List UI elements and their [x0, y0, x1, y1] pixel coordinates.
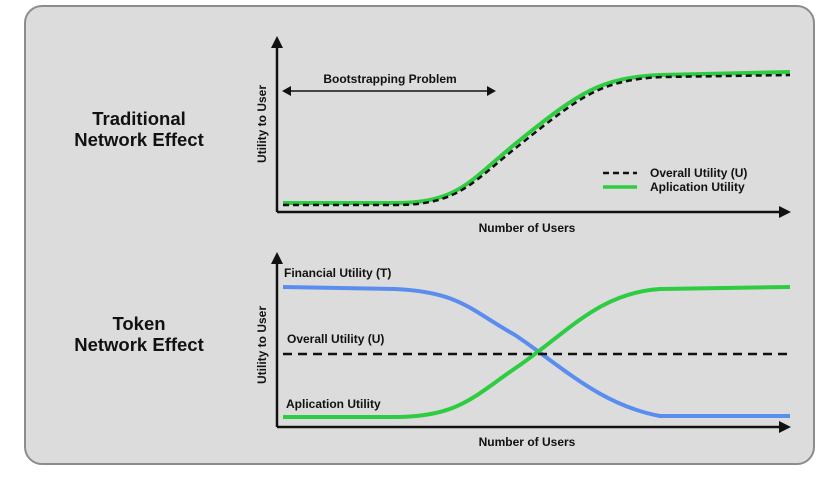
top-y-axis-arrow — [271, 36, 283, 48]
top-overall-utility-line — [283, 73, 791, 207]
application-utility-line — [283, 285, 791, 419]
traditional-network-effect-title: Traditional Network Effect — [29, 108, 249, 150]
bottom-x-axis-arrow — [779, 421, 791, 433]
bottom-y-axis-arrow — [271, 252, 283, 264]
top-legend: Overall Utility (U) Aplication Utility — [603, 166, 747, 194]
bootstrapping-label: Bootstrapping Problem — [323, 72, 456, 86]
top-chart: Utility to User Number of Users Bootstra… — [255, 36, 791, 235]
legend-overall-label: Overall Utility (U) — [650, 166, 747, 180]
token-network-effect-title: Token Network Effect — [29, 313, 249, 355]
bootstrapping-arrow-right-head — [487, 86, 496, 96]
top-application-utility-line — [283, 70, 791, 205]
top-x-axis-arrow — [779, 206, 791, 218]
title-line-2: Network Effect — [74, 334, 204, 355]
diagram-panel — [24, 5, 815, 465]
legend-application-label: Aplication Utility — [650, 180, 745, 194]
financial-utility-label: Financial Utility (T) — [284, 266, 391, 280]
application-utility-label: Aplication Utility — [286, 397, 381, 411]
top-y-label: Utility to User — [255, 85, 269, 163]
bootstrapping-arrow-left-head — [282, 86, 291, 96]
bottom-x-label: Number of Users — [479, 435, 576, 449]
bottom-y-label: Utility to User — [255, 306, 269, 384]
top-x-label: Number of Users — [479, 221, 576, 235]
overall-utility-label: Overall Utility (U) — [287, 332, 384, 346]
title-line-1: Traditional — [92, 108, 186, 129]
financial-utility-line — [282, 285, 790, 418]
title-line-2: Network Effect — [74, 129, 204, 150]
title-line-1: Token — [112, 313, 166, 334]
bottom-chart: Utility to User Number of Users Financia… — [255, 252, 791, 449]
